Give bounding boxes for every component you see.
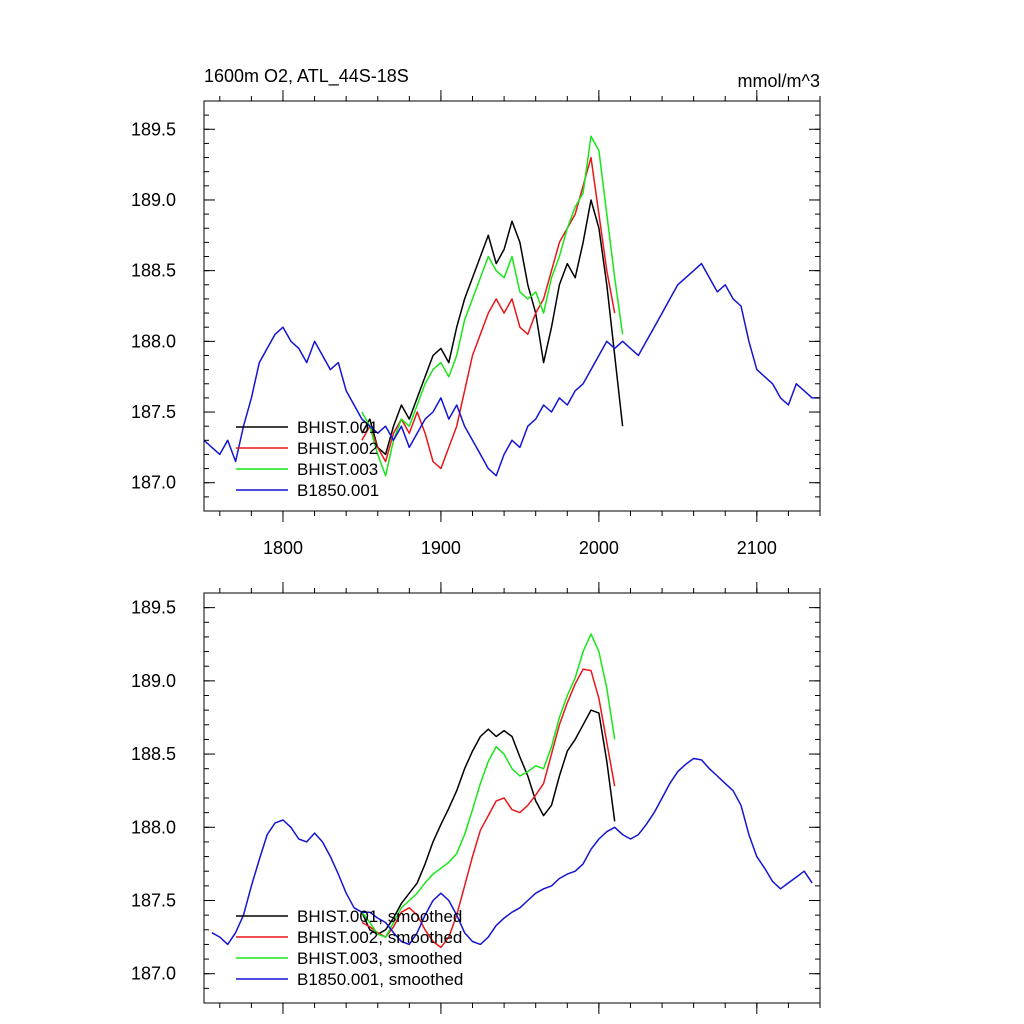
top-panel: 1600m O2, ATL_44S-18S mmol/m^3 187.0187.…	[131, 66, 821, 558]
y-tick-label: 188.0	[131, 331, 176, 351]
series-line-bhist-001	[361, 199, 624, 456]
y-tick-label: 188.0	[131, 817, 176, 837]
x-tick-label: 1900	[421, 538, 461, 558]
series-line-bhist-002	[361, 156, 616, 470]
y-tick-label: 189.5	[131, 598, 176, 618]
bottom-series-group	[211, 633, 813, 949]
y-tick-label: 188.5	[131, 744, 176, 764]
y-tick-label: 189.0	[131, 190, 176, 210]
legend-label: B1850.001, smoothed	[297, 970, 463, 989]
x-tick-label: 1800	[263, 538, 303, 558]
y-tick-label: 188.5	[131, 261, 176, 281]
top-y-axis: 187.0 187.5 188.0 188.5 189.0 189.5	[131, 100, 820, 512]
x-tick-label: 2000	[579, 538, 619, 558]
bottom-legend: BHIST.001, smoothed BHIST.002, smoothed BH…	[236, 907, 463, 989]
legend-label: BHIST.001	[297, 418, 378, 437]
y-tick-label: 189.5	[131, 119, 176, 139]
series-line-b1850-001-smoothed	[211, 757, 813, 946]
y-tick-label: 187.5	[131, 402, 176, 422]
series-line-bhist-002-smoothed	[361, 668, 616, 949]
series-line-b1850-001	[203, 262, 820, 477]
legend-label: BHIST.002, smoothed	[297, 928, 462, 947]
top-units: mmol/m^3	[738, 71, 820, 91]
legend-label: B1850.001	[297, 481, 379, 500]
top-series-group	[203, 135, 820, 477]
y-tick-label: 187.0	[131, 964, 176, 984]
legend-label: BHIST.003	[297, 460, 378, 479]
legend-label: BHIST.003, smoothed	[297, 949, 462, 968]
top-legend: BHIST.001 BHIST.002 BHIST.003 B1850.001	[236, 418, 379, 500]
y-tick-label: 187.5	[131, 891, 176, 911]
legend-label: BHIST.002	[297, 439, 378, 458]
bottom-panel: 187.0 187.5 188.0 188.5 189.0 189.5 BHIST.001…	[131, 582, 821, 1014]
legend-label: BHIST.001, smoothed	[297, 907, 462, 926]
top-plot-frame	[203, 100, 821, 512]
series-line-bhist-001-smoothed	[361, 709, 616, 935]
series-line-bhist-003-smoothed	[361, 633, 616, 938]
top-title: 1600m O2, ATL_44S-18S	[204, 66, 409, 87]
y-tick-label: 187.0	[131, 473, 176, 493]
series-line-bhist-003	[361, 135, 624, 477]
top-x-axis: 1800 1900 2000 2100	[219, 90, 821, 558]
x-tick-label: 2100	[737, 538, 777, 558]
bottom-y-axis: 187.0 187.5 188.0 188.5 189.0 189.5	[131, 592, 820, 1004]
y-tick-label: 189.0	[131, 671, 176, 691]
bottom-x-axis	[219, 582, 821, 1014]
